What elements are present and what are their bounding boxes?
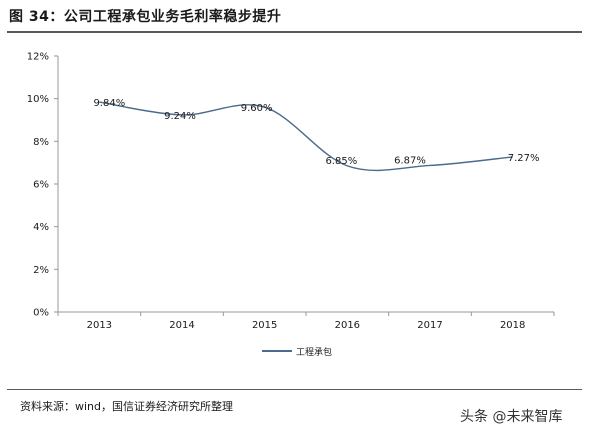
chart-area: 0% 2% 4% 6% 8% 10% 12% 2013 2014 2015 2016 2017 2018… (0, 33, 589, 388)
data-label: 9.24% (164, 111, 196, 122)
legend-label: 工程承包 (296, 347, 333, 358)
y-tick-label: 10% (27, 94, 49, 105)
data-label: 9.60% (241, 103, 273, 114)
x-tick-label: 2018 (500, 320, 525, 331)
data-label: 6.85% (325, 156, 357, 167)
y-tick-label: 0% (33, 308, 49, 319)
data-label: 9.84% (93, 98, 125, 109)
x-tick-label: 2017 (417, 320, 442, 331)
y-tick-label: 12% (27, 52, 49, 63)
y-tick-label: 4% (33, 222, 49, 233)
legend-swatch (262, 350, 292, 352)
source-note: 资料来源：wind，国信证券经济研究所整理 (20, 400, 234, 413)
x-tick-label: 2016 (335, 320, 360, 331)
series-line (99, 101, 513, 172)
figure-header: 图 34：公司工程承包业务毛利率稳步提升 (0, 0, 589, 33)
figure-title: 图 34：公司工程承包业务毛利率稳步提升 (9, 9, 282, 25)
watermark: 头条 @未来智库 (460, 409, 563, 425)
x-tick-label: 2014 (169, 320, 194, 331)
x-tick-label: 2013 (87, 320, 112, 331)
data-label: 6.87% (394, 155, 426, 166)
line-chart: 0% 2% 4% 6% 8% 10% 12% 2013 2014 2015 2016 2017 2018… (27, 52, 555, 331)
y-tick-label: 8% (33, 137, 49, 148)
header-divider (7, 31, 582, 33)
y-tick-label: 2% (33, 265, 49, 276)
chart-legend: 工程承包 (262, 344, 332, 358)
x-tick-label: 2015 (252, 320, 277, 331)
footer-divider (7, 389, 582, 390)
y-tick-label: 6% (33, 180, 49, 191)
data-label: 7.27% (508, 153, 540, 164)
